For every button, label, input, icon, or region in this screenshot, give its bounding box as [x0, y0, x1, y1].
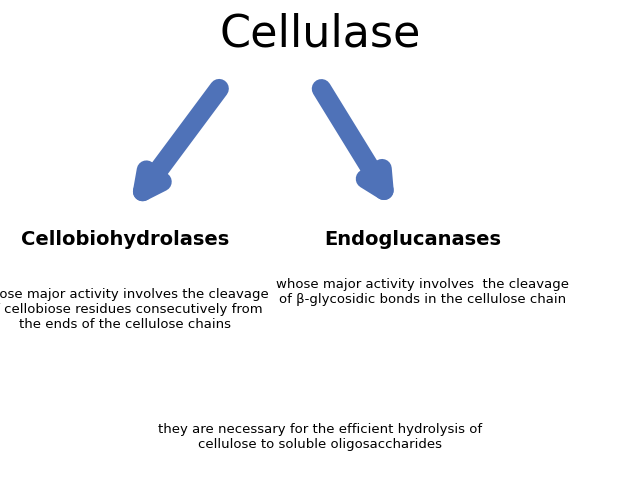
Text: Endoglucanases: Endoglucanases	[324, 230, 501, 250]
Text: they are necessary for the efficient hydrolysis of
cellulose to soluble oligosac: they are necessary for the efficient hyd…	[158, 423, 482, 451]
Text: whose major activity involves the cleavage
of cellobiose residues consecutively : whose major activity involves the cleava…	[0, 288, 269, 331]
Text: Cellobiohydrolases: Cellobiohydrolases	[20, 230, 229, 250]
Text: Cellulase: Cellulase	[220, 12, 420, 55]
Text: whose major activity involves  the cleavage
of β-glycosidic bonds in the cellulo: whose major activity involves the cleava…	[276, 278, 569, 306]
